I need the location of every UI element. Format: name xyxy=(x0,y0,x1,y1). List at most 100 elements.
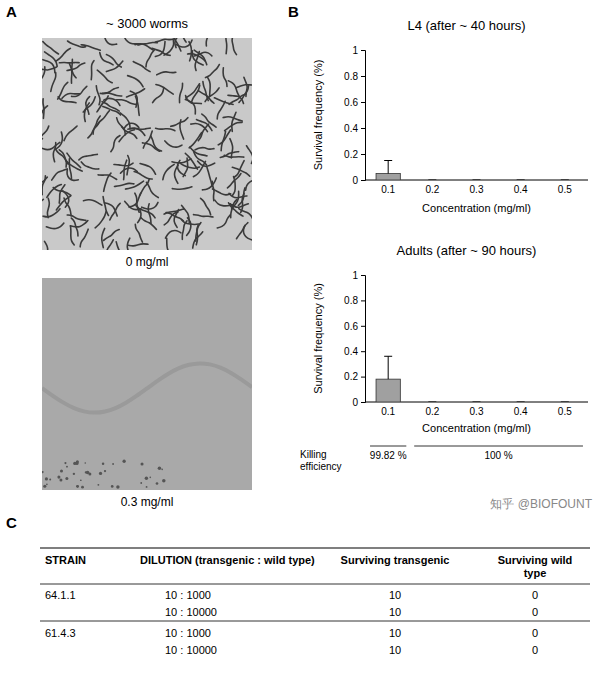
tick-label: 0.5 xyxy=(558,184,572,195)
tick-mark xyxy=(361,154,365,155)
debris xyxy=(46,484,48,486)
tick: 0.4 xyxy=(514,180,528,195)
error-cap xyxy=(561,180,569,181)
chart-title: Adults (after ~ 90 hours) xyxy=(397,243,537,258)
worm xyxy=(230,204,248,208)
debris xyxy=(99,472,102,475)
worm xyxy=(111,136,120,152)
tick-label: 0.8 xyxy=(344,295,358,306)
worm xyxy=(103,240,114,250)
worm xyxy=(134,172,152,180)
tick: 0.4 xyxy=(514,402,528,417)
tick-mark xyxy=(361,180,365,181)
tick: 0 xyxy=(352,175,365,186)
worm xyxy=(247,146,252,164)
table-cell: 0 xyxy=(532,644,538,656)
error-cap xyxy=(473,402,481,403)
worm xyxy=(71,226,75,245)
worm xyxy=(146,50,155,67)
worm xyxy=(182,221,187,240)
debris xyxy=(73,473,75,475)
debris xyxy=(64,462,66,464)
worm xyxy=(221,131,225,150)
worm xyxy=(229,94,246,104)
worm xyxy=(52,169,67,180)
column-header: Surviving wildtype xyxy=(498,554,573,579)
worm xyxy=(202,178,216,190)
worm xyxy=(124,160,127,180)
worm xyxy=(195,148,214,150)
worm xyxy=(206,38,210,46)
tick-label: 0.4 xyxy=(514,184,528,195)
debris xyxy=(66,466,68,468)
tick-mark xyxy=(361,102,365,103)
debris xyxy=(60,469,63,472)
worm xyxy=(164,40,174,55)
worm xyxy=(95,212,106,228)
worm xyxy=(51,73,56,92)
worm xyxy=(172,159,191,163)
debris xyxy=(141,462,144,465)
tick: 0.1 xyxy=(381,402,395,417)
tick-label: 0.8 xyxy=(344,71,358,82)
column-header: DILUTION (transgenic : wild type) xyxy=(140,554,315,566)
worm xyxy=(126,181,144,189)
error-cap xyxy=(428,402,436,403)
photo xyxy=(42,38,252,250)
worm xyxy=(102,228,105,247)
axis-title: Concentration (mg/ml) xyxy=(422,422,531,434)
worm xyxy=(185,100,195,114)
worm xyxy=(155,39,174,42)
worm xyxy=(104,38,117,45)
table-cell: 10 : 1000 xyxy=(165,627,211,639)
worm xyxy=(83,200,101,205)
bar xyxy=(509,180,533,181)
table-cell: 0 xyxy=(532,589,538,601)
worm xyxy=(173,38,180,51)
worm xyxy=(127,89,145,97)
span-line xyxy=(370,446,406,447)
worm xyxy=(142,202,158,209)
axis-title: Survival frequency (%) xyxy=(312,283,324,394)
table-cell: 64.1.1 xyxy=(45,589,76,601)
debris xyxy=(84,462,86,464)
worm xyxy=(189,42,192,61)
table-rule xyxy=(40,584,590,585)
table-cell: 10 xyxy=(389,606,401,618)
debris xyxy=(116,485,119,488)
debris xyxy=(76,485,79,488)
tick-label: 1 xyxy=(352,45,358,56)
debris xyxy=(43,485,46,488)
table-cell: 0 xyxy=(532,627,538,639)
worm xyxy=(114,183,133,186)
table-cell: 10 : 1000 xyxy=(165,589,211,601)
worm xyxy=(217,101,225,119)
worm xyxy=(228,81,239,96)
caption: ~ 3000 worms xyxy=(106,16,189,31)
worm xyxy=(69,159,71,179)
bar xyxy=(420,402,444,403)
worm xyxy=(140,179,150,196)
worm xyxy=(223,68,227,87)
worm xyxy=(103,197,108,216)
tick-mark xyxy=(361,76,365,77)
tick-label: 0.2 xyxy=(344,149,358,160)
tick-mark xyxy=(361,300,365,301)
debris xyxy=(156,482,159,485)
worm xyxy=(45,52,58,66)
axis-line xyxy=(361,51,366,181)
tick-label: 0.2 xyxy=(425,184,439,195)
error-cap xyxy=(561,402,569,403)
worm xyxy=(163,164,174,179)
axis-line xyxy=(361,276,366,403)
worm xyxy=(116,242,122,250)
worm xyxy=(43,42,59,54)
worm xyxy=(138,42,158,45)
worm xyxy=(71,218,78,236)
debris xyxy=(161,469,163,471)
panel-letter: C xyxy=(6,514,17,531)
texture xyxy=(42,363,252,412)
worm xyxy=(225,38,227,54)
column-header: Surviving transgenic xyxy=(341,554,450,566)
worm xyxy=(83,97,95,112)
